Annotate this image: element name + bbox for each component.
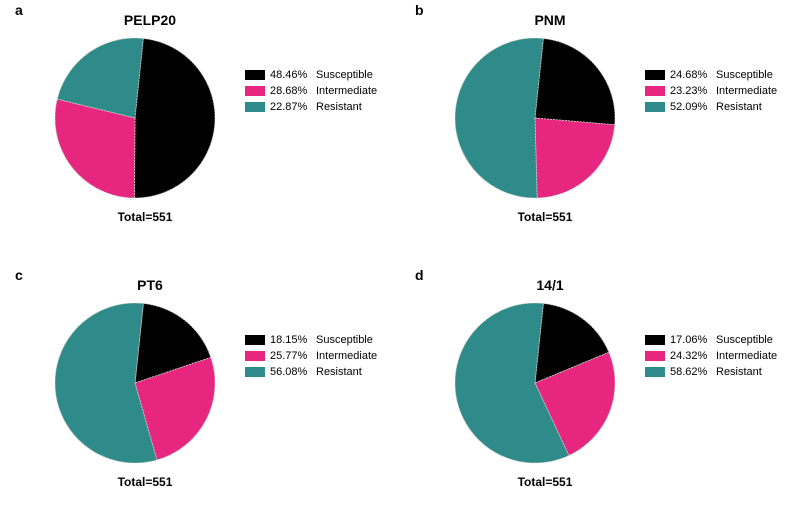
legend-category: Resistant xyxy=(716,101,762,113)
legend-category: Susceptible xyxy=(716,69,773,81)
legend: 48.46%Susceptible28.68%Intermediate22.87… xyxy=(245,68,377,116)
legend: 18.15%Susceptible25.77%Intermediate56.08… xyxy=(245,333,377,381)
legend-row: 58.62%Resistant xyxy=(645,365,777,379)
legend-category: Intermediate xyxy=(316,85,377,97)
legend-row: 25.77%Intermediate xyxy=(245,349,377,363)
legend-percent: 17.06% xyxy=(670,334,716,346)
legend-row: 22.87%Resistant xyxy=(245,100,377,114)
legend-percent: 56.08% xyxy=(270,366,316,378)
legend-category: Susceptible xyxy=(716,334,773,346)
legend-row: 56.08%Resistant xyxy=(245,365,377,379)
legend-row: 23.23%Intermediate xyxy=(645,84,777,98)
panel-d: d14/1Total=55117.06%Susceptible24.32%Int… xyxy=(400,265,800,530)
panel-letter: d xyxy=(415,267,424,283)
total-label: Total=551 xyxy=(455,210,635,224)
legend-swatch xyxy=(645,86,665,96)
panel-a: aPELP20Total=55148.46%Susceptible28.68%I… xyxy=(0,0,400,265)
legend-percent: 18.15% xyxy=(270,334,316,346)
total-label: Total=551 xyxy=(55,210,235,224)
legend-category: Susceptible xyxy=(316,334,373,346)
legend-swatch xyxy=(645,367,665,377)
panel-letter: c xyxy=(15,267,23,283)
legend-category: Intermediate xyxy=(716,350,777,362)
legend-percent: 22.87% xyxy=(270,101,316,113)
legend-swatch xyxy=(245,335,265,345)
legend-swatch xyxy=(245,86,265,96)
panel-c: cPT6Total=55118.15%Susceptible25.77%Inte… xyxy=(0,265,400,530)
chart-title: 14/1 xyxy=(460,277,640,293)
legend-category: Susceptible xyxy=(316,69,373,81)
legend-row: 18.15%Susceptible xyxy=(245,333,377,347)
legend-percent: 24.68% xyxy=(670,69,716,81)
legend-swatch xyxy=(645,335,665,345)
legend-category: Resistant xyxy=(316,366,362,378)
legend-swatch xyxy=(245,70,265,80)
legend-row: 48.46%Susceptible xyxy=(245,68,377,82)
legend-category: Intermediate xyxy=(716,85,777,97)
panel-letter: b xyxy=(415,2,424,18)
pie-chart xyxy=(455,303,615,468)
panel-letter: a xyxy=(15,2,23,18)
legend-row: 24.32%Intermediate xyxy=(645,349,777,363)
pie-chart xyxy=(455,38,615,203)
legend-swatch xyxy=(245,102,265,112)
legend-percent: 52.09% xyxy=(670,101,716,113)
chart-title: PELP20 xyxy=(60,12,240,28)
legend-category: Resistant xyxy=(316,101,362,113)
legend-row: 24.68%Susceptible xyxy=(645,68,777,82)
legend-swatch xyxy=(645,351,665,361)
pie-chart xyxy=(55,38,215,203)
legend-swatch xyxy=(245,367,265,377)
legend-swatch xyxy=(645,70,665,80)
chart-grid: aPELP20Total=55148.46%Susceptible28.68%I… xyxy=(0,0,800,530)
legend-percent: 24.32% xyxy=(670,350,716,362)
legend-percent: 23.23% xyxy=(670,85,716,97)
pie-chart xyxy=(55,303,215,468)
legend-percent: 25.77% xyxy=(270,350,316,362)
legend-row: 17.06%Susceptible xyxy=(645,333,777,347)
legend-percent: 28.68% xyxy=(270,85,316,97)
legend-percent: 58.62% xyxy=(670,366,716,378)
legend: 24.68%Susceptible23.23%Intermediate52.09… xyxy=(645,68,777,116)
legend-swatch xyxy=(645,102,665,112)
legend-row: 52.09%Resistant xyxy=(645,100,777,114)
chart-title: PNM xyxy=(460,12,640,28)
legend-category: Resistant xyxy=(716,366,762,378)
legend-percent: 48.46% xyxy=(270,69,316,81)
total-label: Total=551 xyxy=(455,475,635,489)
legend: 17.06%Susceptible24.32%Intermediate58.62… xyxy=(645,333,777,381)
legend-swatch xyxy=(245,351,265,361)
total-label: Total=551 xyxy=(55,475,235,489)
panel-b: bPNMTotal=55124.68%Susceptible23.23%Inte… xyxy=(400,0,800,265)
legend-category: Intermediate xyxy=(316,350,377,362)
chart-title: PT6 xyxy=(60,277,240,293)
legend-row: 28.68%Intermediate xyxy=(245,84,377,98)
